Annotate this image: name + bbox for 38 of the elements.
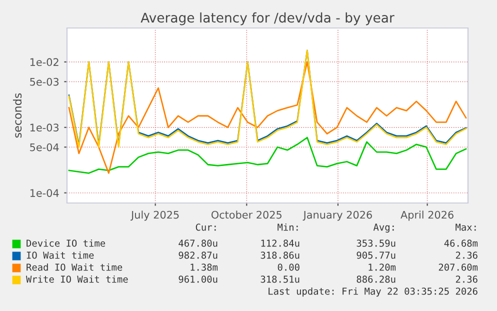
text: 0.00 <box>278 264 300 271</box>
text: 112.84u <box>261 240 300 247</box>
text: 467.80u <box>178 240 218 247</box>
y-tick-label: 5e-04 <box>30 143 59 152</box>
text: 1.38m <box>190 264 218 271</box>
x-tick-label: July 2025 <box>130 210 179 221</box>
text: 207.60m <box>438 264 478 271</box>
x-tick-label: October 2025 <box>211 210 282 219</box>
text: 46.68m <box>444 240 478 247</box>
text: 905.77u <box>356 252 396 259</box>
y-axis-title: seconds <box>13 93 22 138</box>
text: Max: <box>456 224 476 231</box>
y-tick-label: 1e-04 <box>30 189 59 197</box>
text: Avg: <box>373 224 394 233</box>
legend-label: Device IO time <box>26 239 106 247</box>
text: 318.51u <box>260 276 300 283</box>
y-tick-label: 5e-03 <box>30 78 59 86</box>
text: 318.86u <box>260 252 300 259</box>
text: Cur: <box>196 224 216 231</box>
legend-label: Read IO Wait time <box>26 263 122 271</box>
x-tick-label: April 2026 <box>400 210 454 221</box>
text: 982.87u <box>178 252 218 259</box>
y-tick-label: 1e-02 <box>30 58 58 66</box>
text: 886.28u <box>356 276 396 283</box>
line-series <box>68 61 467 174</box>
text: 1.20m <box>368 264 396 271</box>
legend-label: Write IO Wait time <box>26 275 128 283</box>
text: 353.59u <box>356 240 396 247</box>
text: 2.36 <box>456 252 478 259</box>
text: Min: <box>278 223 298 231</box>
text: 2.36 <box>456 276 478 283</box>
line-series <box>68 136 467 174</box>
legend-label: IO Wait time <box>26 251 94 259</box>
y-tick-label: 1e-03 <box>30 124 59 132</box>
text: Last update: Fri May 22 03:35:25 2026 <box>268 287 478 297</box>
x-tick-label: January 2026 <box>302 210 372 221</box>
chart-title: Average latency for /dev/vda - by year <box>140 12 394 26</box>
text: 961.00u <box>178 276 218 283</box>
